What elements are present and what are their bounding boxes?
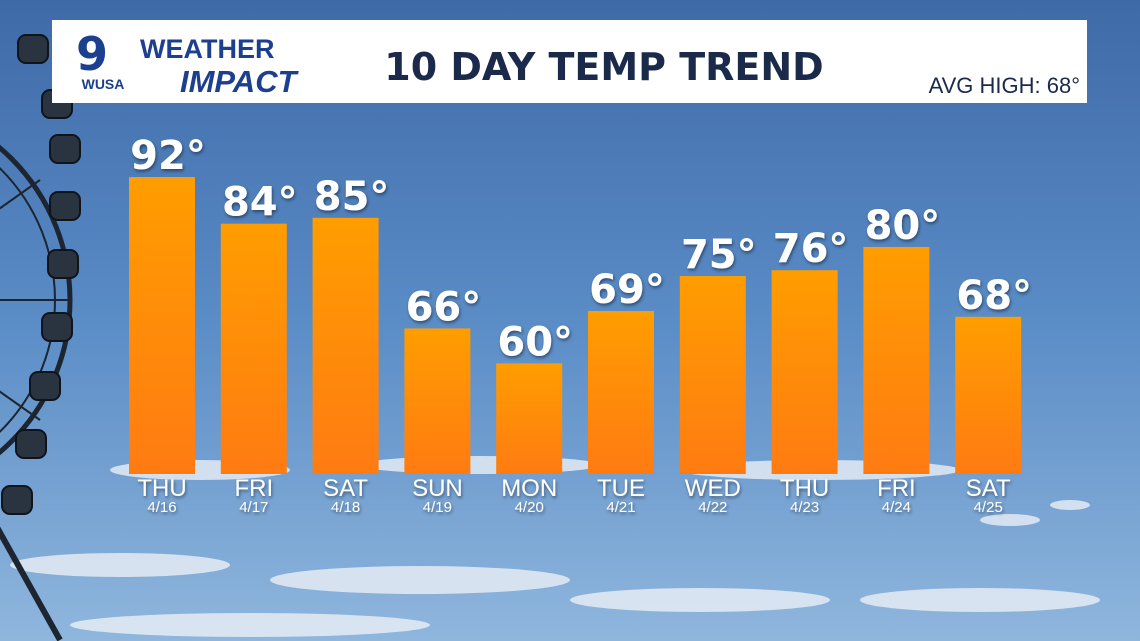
logo-number: 9 bbox=[76, 27, 108, 81]
value-label: 84° bbox=[222, 180, 298, 226]
bar bbox=[771, 270, 838, 474]
value-label: 66° bbox=[406, 284, 482, 330]
bar bbox=[496, 363, 563, 474]
day-label: SUN bbox=[412, 475, 463, 502]
date-label: 4/19 bbox=[423, 499, 452, 516]
chart-title: 10 DAY TEMP TREND bbox=[384, 45, 823, 89]
logo-station: WUSA bbox=[82, 76, 125, 92]
value-label: 92° bbox=[130, 133, 206, 179]
value-label: 68° bbox=[956, 273, 1032, 319]
value-label: 76° bbox=[773, 226, 849, 272]
value-label: 75° bbox=[681, 232, 757, 278]
bar bbox=[588, 310, 654, 474]
avg-high: AVG HIGH: 68° bbox=[929, 73, 1080, 98]
bar bbox=[129, 177, 195, 474]
day-label: WED bbox=[685, 475, 741, 502]
day-label: FRI bbox=[877, 475, 916, 502]
bar bbox=[863, 246, 930, 474]
date-label: 4/17 bbox=[239, 499, 268, 516]
date-label: 4/21 bbox=[606, 499, 635, 516]
date-label: 4/22 bbox=[698, 499, 727, 516]
day-label: SAT bbox=[323, 475, 368, 502]
day-label: SAT bbox=[966, 475, 1011, 502]
day-label: FRI bbox=[234, 475, 273, 502]
day-label: THU bbox=[137, 475, 186, 502]
date-label: 4/25 bbox=[974, 499, 1003, 516]
date-label: 4/18 bbox=[331, 499, 360, 516]
bars: 92°THU4/1684°FRI4/1785°SAT4/1866°SUN4/19… bbox=[129, 133, 1032, 516]
value-label: 85° bbox=[314, 174, 390, 220]
bar bbox=[404, 328, 471, 474]
day-label: TUE bbox=[597, 475, 645, 502]
ferris-wheel bbox=[0, 34, 81, 641]
value-label: 80° bbox=[865, 203, 941, 249]
bar bbox=[679, 276, 746, 474]
bar bbox=[220, 223, 287, 474]
header-bar bbox=[52, 20, 1087, 103]
date-label: 4/23 bbox=[790, 499, 819, 516]
day-label: MON bbox=[501, 475, 557, 502]
day-label: THU bbox=[780, 475, 829, 502]
value-label: 60° bbox=[497, 319, 573, 365]
bar bbox=[312, 217, 379, 474]
date-label: 4/20 bbox=[515, 499, 544, 516]
bar bbox=[955, 316, 1022, 474]
brand-top: WEATHER bbox=[140, 34, 275, 64]
brand-bottom: IMPACT bbox=[180, 64, 300, 99]
date-label: 4/16 bbox=[147, 499, 176, 516]
date-label: 4/24 bbox=[882, 499, 911, 516]
value-label: 69° bbox=[589, 267, 665, 313]
